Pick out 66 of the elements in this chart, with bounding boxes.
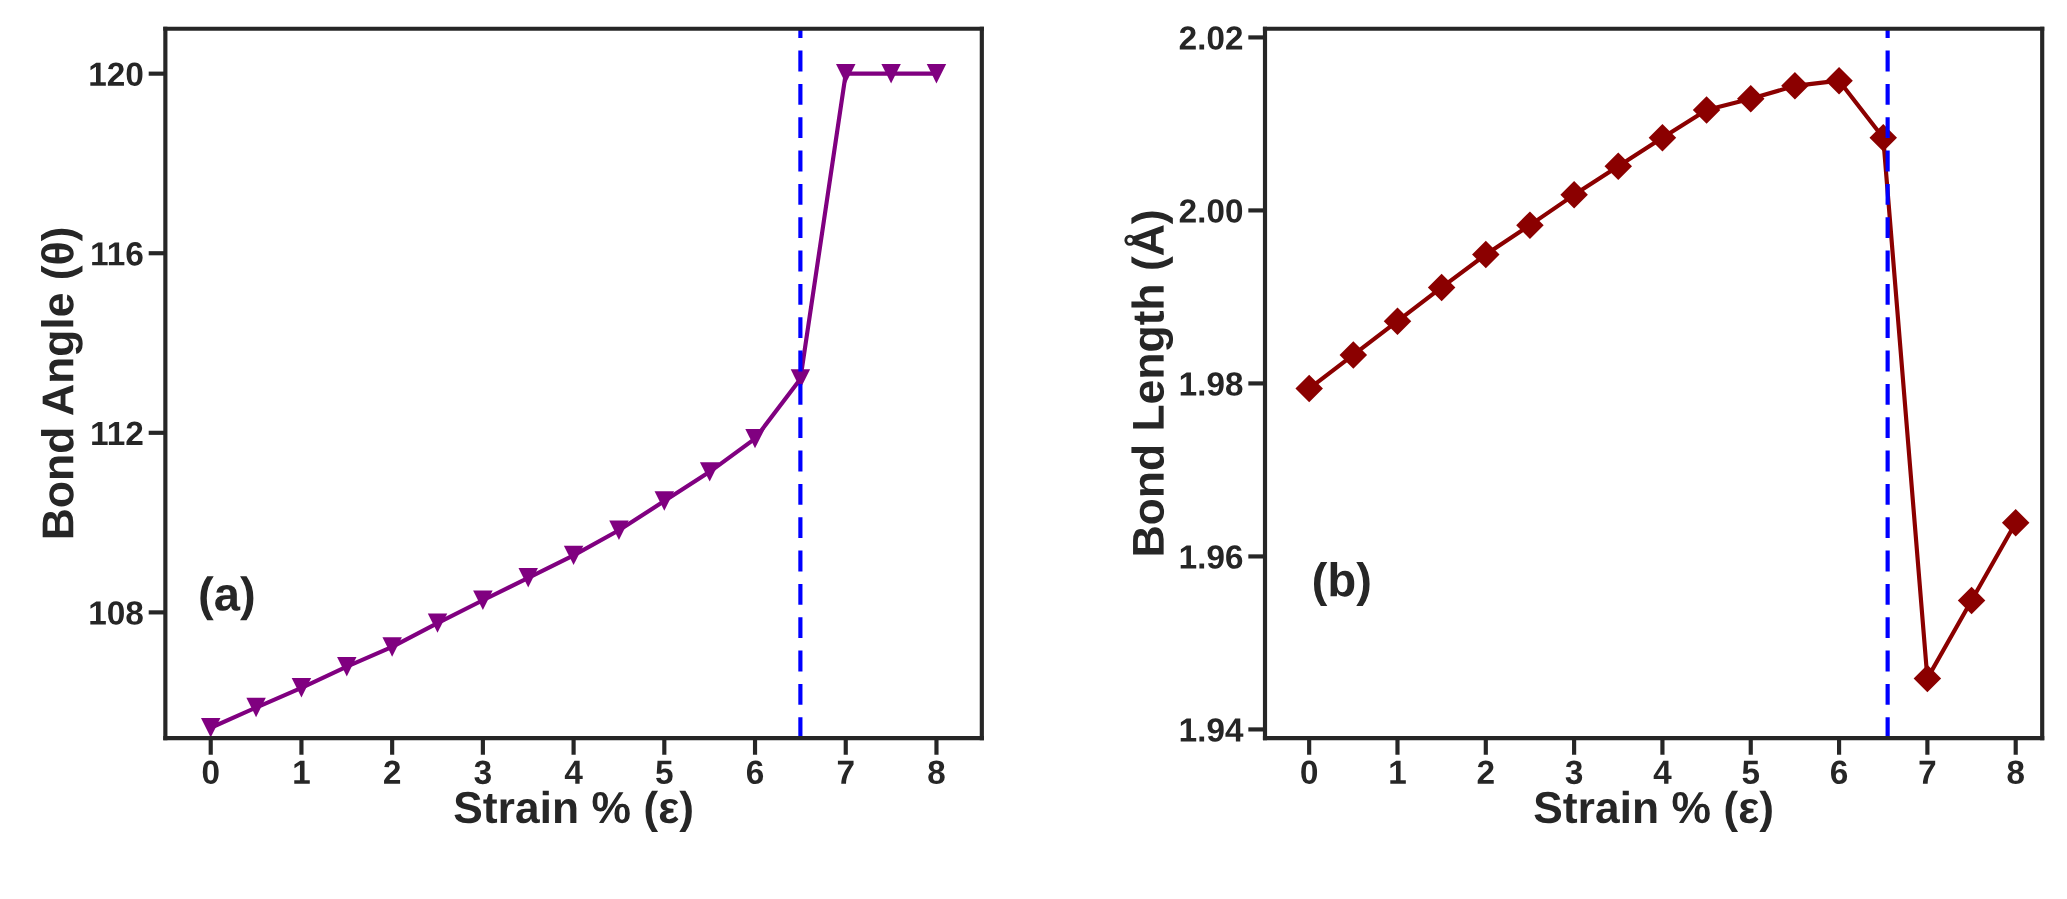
x-tick-label: 2 <box>1477 760 1494 784</box>
x-tick-label: 8 <box>2007 760 2024 785</box>
point <box>1604 152 1633 181</box>
point <box>654 491 675 511</box>
point <box>881 63 901 84</box>
point <box>1516 211 1544 239</box>
annotation: (b) <box>1313 562 1370 607</box>
point <box>836 63 856 84</box>
y-axis-title: Bond Angle (θ) <box>41 228 83 538</box>
point <box>609 520 629 540</box>
point <box>1692 96 1721 124</box>
y-tick-label: 1.98 <box>1180 372 1243 396</box>
x-tick-label: 2 <box>384 760 401 784</box>
x-tick-label: 4 <box>1653 760 1672 784</box>
point <box>563 545 584 566</box>
y-tick-label: 2.00 <box>1179 199 1243 223</box>
point <box>926 63 947 84</box>
x-tick-label: 5 <box>1742 760 1760 785</box>
point <box>1560 181 1588 209</box>
point <box>1383 307 1412 335</box>
point <box>1295 374 1323 403</box>
x-tick-label: 1 <box>294 760 310 784</box>
y-axis-title: Bond Length (Å) <box>1124 211 1174 555</box>
x-tick-label: 4 <box>564 760 583 784</box>
point <box>1339 341 1368 369</box>
x-tick-label: 0 <box>202 760 219 785</box>
annotation: (a) <box>200 576 254 621</box>
x-axis-title: Strain % (ε) <box>1534 790 1772 833</box>
y-tick-label: 1.96 <box>1180 545 1243 569</box>
point <box>291 678 312 698</box>
x-tick-label: 3 <box>474 760 491 785</box>
point <box>473 590 493 610</box>
point <box>382 637 402 657</box>
y-tick-label: 116 <box>92 242 143 266</box>
point <box>1957 586 1986 615</box>
point <box>1648 124 1677 152</box>
x-tick-label: 0 <box>1301 760 1318 785</box>
point <box>1869 124 1897 152</box>
y-tick-label: 112 <box>92 421 143 445</box>
y-tick-label: 2.02 <box>1179 26 1243 50</box>
x-tick-label: 8 <box>928 760 945 785</box>
point <box>745 428 765 449</box>
x-tick-label: 5 <box>656 760 673 785</box>
point <box>246 697 266 718</box>
x-axis-title: Strain % (ε) <box>454 790 692 833</box>
x-tick-label: 3 <box>1565 760 1583 785</box>
point <box>2001 508 2030 537</box>
y-tick-label: 120 <box>90 62 143 87</box>
y-tick-label: 108 <box>90 601 143 625</box>
point <box>1913 664 1942 693</box>
x-tick-label: 6 <box>746 760 764 785</box>
point <box>1737 85 1765 113</box>
point <box>201 718 221 738</box>
x-tick-label: 1 <box>1390 760 1406 784</box>
point <box>427 613 448 633</box>
y-tick-label: 1.94 <box>1180 718 1244 742</box>
x-tick-label: 6 <box>1831 760 1848 785</box>
point <box>1825 66 1853 95</box>
point <box>337 656 357 677</box>
point <box>1781 72 1809 100</box>
point <box>1472 240 1500 269</box>
point <box>518 568 538 588</box>
point <box>1427 273 1456 302</box>
x-tick-label: 7 <box>1919 760 1936 784</box>
point <box>699 462 720 482</box>
x-tick-label: 7 <box>837 760 854 784</box>
